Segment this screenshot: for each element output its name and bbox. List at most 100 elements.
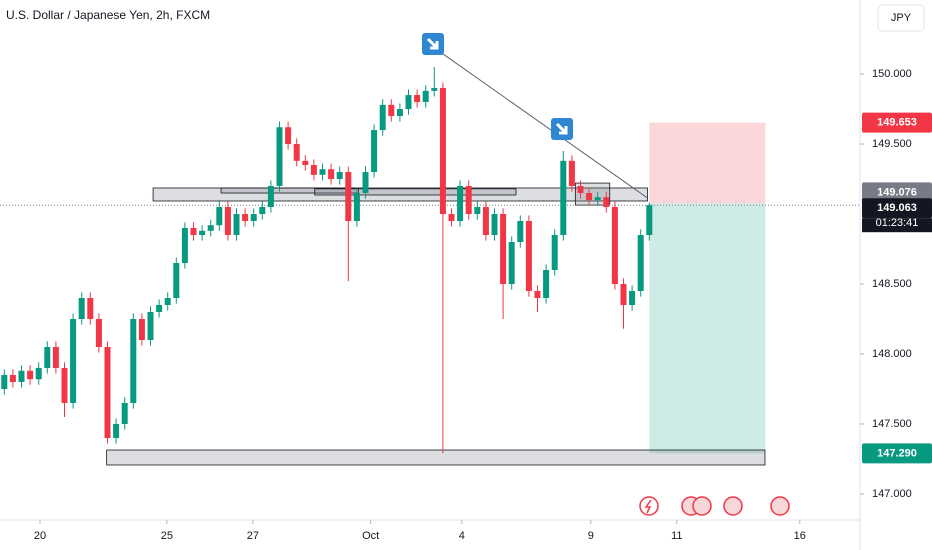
candle-body: [405, 95, 412, 110]
zone: [574, 182, 611, 206]
candle-body: [173, 263, 180, 299]
y-tick-label: 150.000: [872, 68, 912, 80]
candle-body: [431, 88, 438, 91]
chart-title: U.S. Dollar / Japanese Yen, 2h, FXCM: [6, 8, 210, 22]
candle-body: [517, 221, 524, 243]
candle-body: [267, 186, 274, 208]
candle-body: [560, 160, 567, 236]
x-tick-label: 4: [459, 530, 465, 542]
candle-body: [534, 291, 541, 299]
candle-body: [207, 225, 214, 231]
candle-body: [508, 242, 515, 285]
candle-body: [1, 374, 8, 389]
y-tick-label: 149.500: [872, 138, 912, 150]
zone: [106, 449, 766, 466]
zone: [220, 187, 360, 194]
candle-body: [603, 197, 610, 208]
x-tick-label: Oct: [362, 530, 379, 542]
countdown-box: [862, 218, 932, 233]
candle-body: [156, 305, 163, 312]
candle-body: [620, 284, 627, 306]
stop-zone: [649, 122, 766, 204]
candle-body: [543, 270, 550, 299]
stop-price-label: 149.653: [877, 117, 917, 129]
x-tick-label: 9: [588, 530, 594, 542]
target-zone: [649, 203, 766, 454]
candle-body: [293, 144, 300, 161]
currency-label: JPY: [891, 12, 912, 24]
candle-body: [328, 169, 335, 180]
candle-body: [500, 214, 507, 285]
candle-body: [302, 160, 309, 166]
y-tick-label: 147.500: [872, 418, 912, 430]
candle-body: [379, 104, 386, 131]
candle-body: [474, 207, 481, 215]
candle-body: [35, 367, 42, 380]
last-price-label-box: [862, 198, 932, 219]
candle-body: [371, 130, 378, 173]
candle-body: [250, 214, 257, 222]
candle-body: [113, 423, 120, 438]
candle-body: [568, 160, 575, 187]
candle-body: [87, 298, 94, 319]
x-tick-label: 20: [34, 530, 46, 542]
x-tick-label: 16: [794, 530, 806, 542]
candle-body: [276, 127, 283, 187]
candle-body: [138, 318, 145, 340]
candle-body: [422, 90, 429, 103]
candle-body: [104, 346, 111, 438]
candle-body: [61, 367, 68, 403]
candle-body: [95, 318, 102, 347]
candle-body: [190, 228, 197, 236]
candle-body: [414, 95, 421, 103]
y-tick-label: 148.000: [872, 348, 912, 360]
trendline: [440, 51, 648, 199]
target-price-label-box: [862, 443, 932, 464]
candle-body: [9, 374, 16, 382]
candle-body: [78, 298, 85, 319]
y-tick-label: 147.000: [872, 488, 912, 500]
candle-body: [551, 235, 558, 271]
candle-body: [130, 318, 137, 403]
candle-body: [525, 221, 532, 292]
candle-body: [18, 370, 25, 382]
candle-body: [345, 172, 352, 222]
entry-price-label-box: [862, 182, 932, 203]
candle-body: [465, 186, 472, 215]
candle-body: [577, 186, 584, 194]
candle-body: [637, 235, 644, 292]
plot-area: 147.000 147.500 148.000 148.500 149.500 150.0…: [0, 0, 912, 550]
candle-body: [233, 214, 240, 236]
currency-button[interactable]: [877, 4, 925, 32]
candle-body: [611, 207, 618, 285]
candle-body: [310, 165, 317, 175]
candle-body: [121, 402, 128, 424]
candle-body: [70, 318, 77, 403]
signal-arrow: [551, 118, 573, 140]
signal-arrow: [422, 33, 444, 55]
candle-body: [439, 88, 446, 215]
candle-body: [164, 298, 171, 306]
candle-body: [362, 172, 369, 194]
zone: [152, 187, 648, 202]
candle-body: [181, 228, 188, 264]
candle-body: [594, 197, 601, 201]
candle-body: [27, 370, 34, 380]
candle-body: [448, 214, 455, 222]
x-tick-label: 27: [247, 530, 259, 542]
candle-body: [259, 207, 266, 215]
candle-body: [52, 346, 59, 368]
x-tick-label: 25: [161, 530, 173, 542]
candle-body: [646, 205, 653, 236]
candle-body: [457, 186, 464, 222]
countdown: 01:23:41: [876, 217, 919, 229]
candle-body: [285, 127, 292, 145]
target-price-label: 147.290: [877, 447, 917, 459]
candle-body: [216, 207, 223, 226]
event-icons: [639, 496, 790, 516]
candle-body: [586, 193, 593, 201]
zone: [314, 188, 517, 196]
candle-body: [353, 193, 360, 222]
